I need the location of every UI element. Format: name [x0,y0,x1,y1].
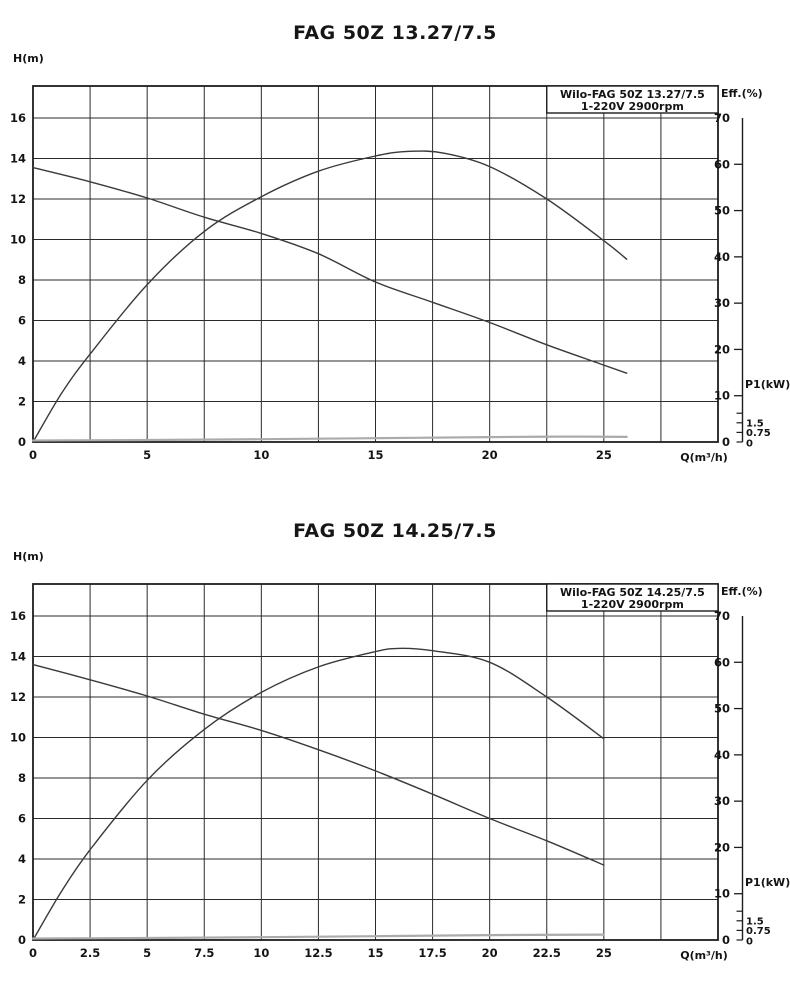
p1-axis-title: P1(kW) [745,876,790,889]
h-tick-label: 6 [18,812,26,826]
eff-p1-axis: 0 10 20 30 40 50 60 70 Eff.(%) 0.751.5 0 P1(kW) [714,585,790,948]
h-tick-label: 0 [18,435,26,449]
q-tick-label: 25 [596,946,612,960]
power-curve [31,933,605,940]
q-tick-label: 22.5 [533,946,561,960]
h-tick-label: 16 [10,111,26,125]
h-tick-label: 0 [18,933,26,947]
h-tick-label: 4 [18,852,26,866]
legend-line-2: 1-220V 2900rpm [581,100,684,113]
eff-tick-label: 0 [722,933,730,947]
q-tick-label: 10 [253,448,269,462]
h-tick-label: 16 [10,609,26,623]
q-tick-label: 15 [367,946,383,960]
pump-curve-chart-1: Wilo-FAG 50Z 13.27/7.51-220V 2900rpm H(m)… [10,52,790,464]
h-axis-title: H(m) [13,52,44,65]
eff-tick-label: 40 [714,250,730,264]
h-axis-title: H(m) [13,550,44,563]
legend-line-1: Wilo-FAG 50Z 14.25/7.5 [560,586,705,599]
q-axis-title: Q(m³/h) [680,451,728,464]
p1-tick-label: 0.75 [746,926,771,937]
legend-line-1: Wilo-FAG 50Z 13.27/7.5 [560,88,705,101]
h-tick-label: 8 [18,273,26,287]
pump-curve-chart-2: Wilo-FAG 50Z 14.25/7.51-220V 2900rpm H(m)… [10,550,790,962]
eff-tick-label: 10 [714,887,730,901]
eff-tick-label: 30 [714,296,730,310]
eff-tick-label: 50 [714,702,730,716]
legend-box [546,85,719,114]
power-curve [31,435,628,442]
q-tick-label: 20 [482,448,498,462]
h-tick-label: 2 [18,395,26,409]
eff-tick-label: 60 [714,655,730,669]
h-tick-label: 8 [18,771,26,785]
p1-tick-label: 1.5 [746,916,764,927]
efficiency-curve [32,647,605,941]
eff-tick-label: 70 [714,609,730,623]
h-tick-label: 2 [18,893,26,907]
q-tick-label: 15 [367,448,383,462]
plot-border [32,583,719,941]
eff-tick-label: 40 [714,748,730,762]
q-tick-label: 2.5 [80,946,100,960]
q-tick-label: 25 [596,448,612,462]
q-tick-label: 12.5 [304,946,332,960]
q-tick-label: 10 [253,946,269,960]
h-tick-label: 12 [10,690,26,704]
q-tick-label: 17.5 [418,946,446,960]
p1-tick-label: 0.75 [746,428,771,439]
q-tick-label: 0 [29,448,37,462]
p1-axis-title: P1(kW) [745,378,790,391]
eff-p1-axis: 0 10 20 30 40 50 60 70 Eff.(%) 0.751.5 0 P1(kW) [714,87,790,450]
legend: Wilo-FAG 50Z 13.27/7.51-220V 2900rpm [546,85,719,114]
legend-line-2: 1-220V 2900rpm [581,598,684,611]
p1-tick-label: 1.5 [746,418,764,429]
eff-tick-label: 20 [714,342,730,356]
h-tick-label: 6 [18,314,26,328]
eff-tick-label: 10 [714,389,730,403]
q-tick-label: 7.5 [194,946,214,960]
h-tick-label: 10 [10,731,26,745]
legend: Wilo-FAG 50Z 14.25/7.51-220V 2900rpm [546,583,719,612]
q-tick-label: 0 [29,946,37,960]
plot-border [32,85,719,443]
eff-tick-label: 0 [722,435,730,449]
eff-tick-label: 70 [714,111,730,125]
eff-tick-label: 60 [714,157,730,171]
pump-chart-section-1: FAG 50Z 13.27/7.5 Wilo-FAG 50Z 13.27/7.5… [9,22,790,464]
head-curve [32,663,605,866]
efficiency-curve [32,150,628,443]
grid-lines [33,584,718,940]
h-tick-label: 14 [10,650,26,664]
chart-title-1: FAG 50Z 13.27/7.5 [293,22,497,44]
eff-axis-title: Eff.(%) [721,87,763,100]
chart-title-2: FAG 50Z 14.25/7.5 [293,520,497,542]
h-tick-label: 10 [10,233,26,247]
q-tick-label: 5 [143,946,151,960]
head-curve [32,166,628,374]
p1-zero-label: 0 [746,937,753,948]
q-axis-title: Q(m³/h) [680,949,728,962]
q-tick-label: 5 [143,448,151,462]
p1-zero-label: 0 [746,439,753,450]
eff-tick-label: 30 [714,794,730,808]
grid-lines [33,86,718,442]
eff-axis-title: Eff.(%) [721,585,763,598]
legend-box [546,583,719,612]
q-tick-label: 20 [482,946,498,960]
h-tick-label: 14 [10,152,26,166]
pump-chart-section-2: FAG 50Z 14.25/7.5 Wilo-FAG 50Z 14.25/7.5… [0,498,790,996]
h-tick-label: 12 [10,192,26,206]
h-tick-label: 4 [18,354,26,368]
eff-tick-label: 20 [714,840,730,854]
eff-tick-label: 50 [714,204,730,218]
